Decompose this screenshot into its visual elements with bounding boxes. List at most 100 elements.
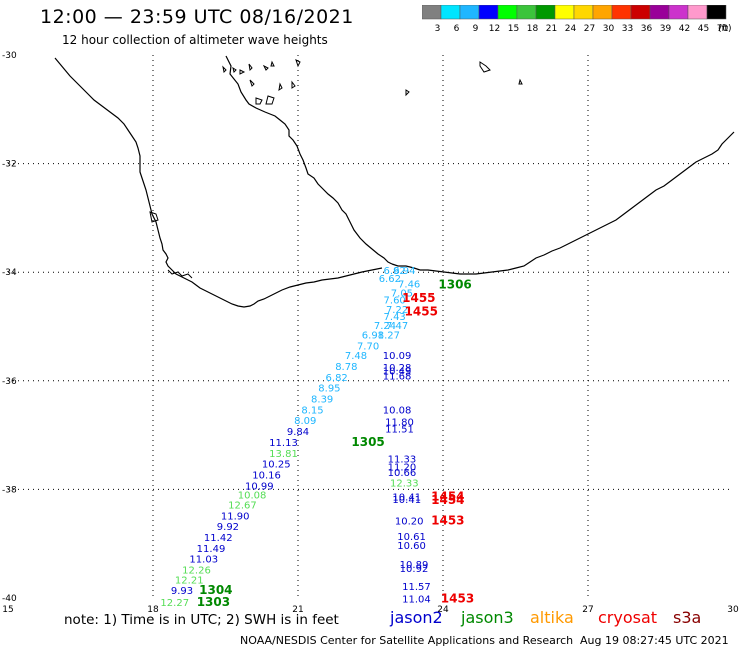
wave-height-value: 11.49 [197, 544, 226, 555]
lon-tick-label: 27 [582, 605, 593, 615]
wave-height-value: 7.48 [345, 351, 367, 362]
wave-height-value: 13.81 [269, 449, 298, 460]
colorbar-swatch [706, 5, 727, 20]
wave-height-value: 8.95 [318, 384, 340, 395]
wave-height-value: 11.90 [221, 511, 250, 522]
lat-tick-label: -34 [2, 268, 17, 278]
wave-height-value: 7.47 [386, 321, 408, 332]
colorbar-unit: (ft) [718, 24, 732, 34]
wave-height-value: 10.28 [383, 363, 412, 374]
wave-height-value: 7.05 [391, 289, 413, 300]
coastline-path [225, 55, 393, 265]
colorbar-label: 15 [508, 24, 519, 34]
colorbar-label: 21 [546, 24, 557, 34]
wave-height-value: 10.92 [400, 564, 429, 575]
lat-tick-label: -40 [2, 594, 17, 604]
colorbar-label: 33 [622, 24, 633, 34]
pass-time-label: 1454 [431, 493, 464, 507]
lon-tick-label: 21 [292, 605, 303, 615]
colorbar-label: 30 [603, 24, 615, 34]
lat-tick-label: -36 [2, 377, 17, 387]
coastline-south-path [54, 57, 383, 308]
page-subtitle: 12 hour collection of altimeter wave hei… [62, 33, 328, 47]
colorbar-label: 36 [641, 24, 653, 34]
wave-height-value: 10.60 [397, 541, 426, 552]
colorbar-label: 24 [565, 24, 577, 34]
colorbar-label: 27 [584, 24, 595, 34]
legend-entry-jason2: jason2 [390, 608, 443, 627]
lon-tick-label: 15 [2, 605, 13, 615]
wave-height-value: 11.57 [402, 582, 431, 593]
wave-height-value: 6.92 [384, 266, 406, 277]
credit-text: NOAA/NESDIS Center for Satellite Applica… [240, 634, 574, 647]
colorbar-label: 18 [527, 24, 539, 34]
page-title: 12:00 — 23:59 UTC 08/16/2021 [40, 6, 354, 28]
pass-time-label: 1304 [199, 583, 232, 597]
pass-time-label: 1305 [351, 435, 384, 449]
colorbar-label: 45 [698, 24, 709, 34]
wave-height-value: 7.46 [398, 279, 420, 290]
wave-height-value: 7.70 [357, 341, 379, 352]
lon-tick-label: 24 [437, 605, 449, 615]
wave-height-value: 10.41 [392, 495, 421, 506]
wave-height-value: 8.09 [294, 416, 316, 427]
pass-time-label: 1455 [402, 291, 435, 305]
wave-height-value: 10.49 [383, 366, 412, 377]
wave-height-value: 11.68 [383, 372, 412, 383]
wave-height-value: 7.24 [374, 321, 396, 332]
legend-entry-s3a: s3a [673, 608, 702, 627]
pass-time-label: 1453 [431, 514, 464, 528]
wave-height-value: 12.67 [228, 500, 257, 511]
wave-height-value: 11.42 [204, 533, 233, 544]
wave-height-value: 10.41 [392, 492, 421, 503]
wave-height-value: 10.89 [400, 560, 429, 571]
credit-date: Aug 19 08:27:45 UTC 2021 [580, 634, 729, 647]
wave-height-value: 7.22 [386, 305, 408, 316]
legend-entry-cryosat: cryosat [598, 608, 658, 627]
legend-entry-jason3: jason3 [461, 608, 514, 627]
colorbar-label: 9 [473, 24, 479, 34]
coastline [54, 55, 735, 308]
islands [149, 59, 523, 223]
wave-height-value: 10.99 [245, 481, 274, 492]
wave-height-value: 12.26 [182, 566, 211, 577]
colorbar: 3 6 9 12 15 18 21 24 27 30 33 36 39 42 45 70(ft) [422, 5, 732, 34]
wave-height-value: 10.66 [388, 468, 417, 479]
wave-height-value: 8.78 [335, 362, 357, 373]
footnote: note: 1) Time is in UTC; 2) SWH is in fe… [64, 612, 339, 628]
wave-height-value: 6.62 [379, 274, 401, 285]
wave-height-value: 9.92 [217, 522, 239, 533]
wave-height-value: 11.03 [189, 555, 218, 566]
wave-height-value: 10.08 [383, 405, 412, 416]
wave-height-value: 9.93 [171, 586, 193, 597]
wave-height-value: 10.61 [397, 532, 426, 543]
colorbar-label: 6 [454, 24, 460, 34]
wave-height-value: 11.80 [385, 417, 414, 428]
wave-height-value: 8.15 [301, 405, 323, 416]
coastline-east-path [391, 131, 735, 275]
pass-time-label: 1454 [431, 489, 464, 503]
wave-height-value: 8.27 [378, 330, 400, 341]
wave-height-value: 12.27 [160, 598, 189, 609]
wave-height-value: 11.33 [388, 454, 417, 465]
wave-height-value: 11.51 [385, 424, 414, 435]
graticule [8, 55, 733, 598]
pass-time-label: 1453 [441, 591, 474, 605]
coastline-bay-path [167, 269, 193, 279]
lat-tick-label: -38 [2, 485, 17, 495]
legend-entry-altika: altika [530, 608, 574, 627]
wave-height-value: 10.08 [238, 491, 267, 502]
wave-height-value: 11.13 [269, 438, 298, 449]
colorbar-label: 70 [717, 24, 729, 34]
wave-height-value: 7.43 [384, 312, 406, 323]
wave-height-value: 6.91 [362, 330, 384, 341]
colorbar-label: 12 [489, 24, 500, 34]
pass-time-label: 1455 [405, 305, 438, 319]
wave-height-value: 12.21 [175, 575, 204, 586]
wave-height-value: 7.60 [384, 296, 406, 307]
wave-height-value: 12.33 [390, 479, 419, 490]
colorbar-label: 3 [435, 24, 441, 34]
lat-tick-label: -30 [2, 51, 17, 61]
